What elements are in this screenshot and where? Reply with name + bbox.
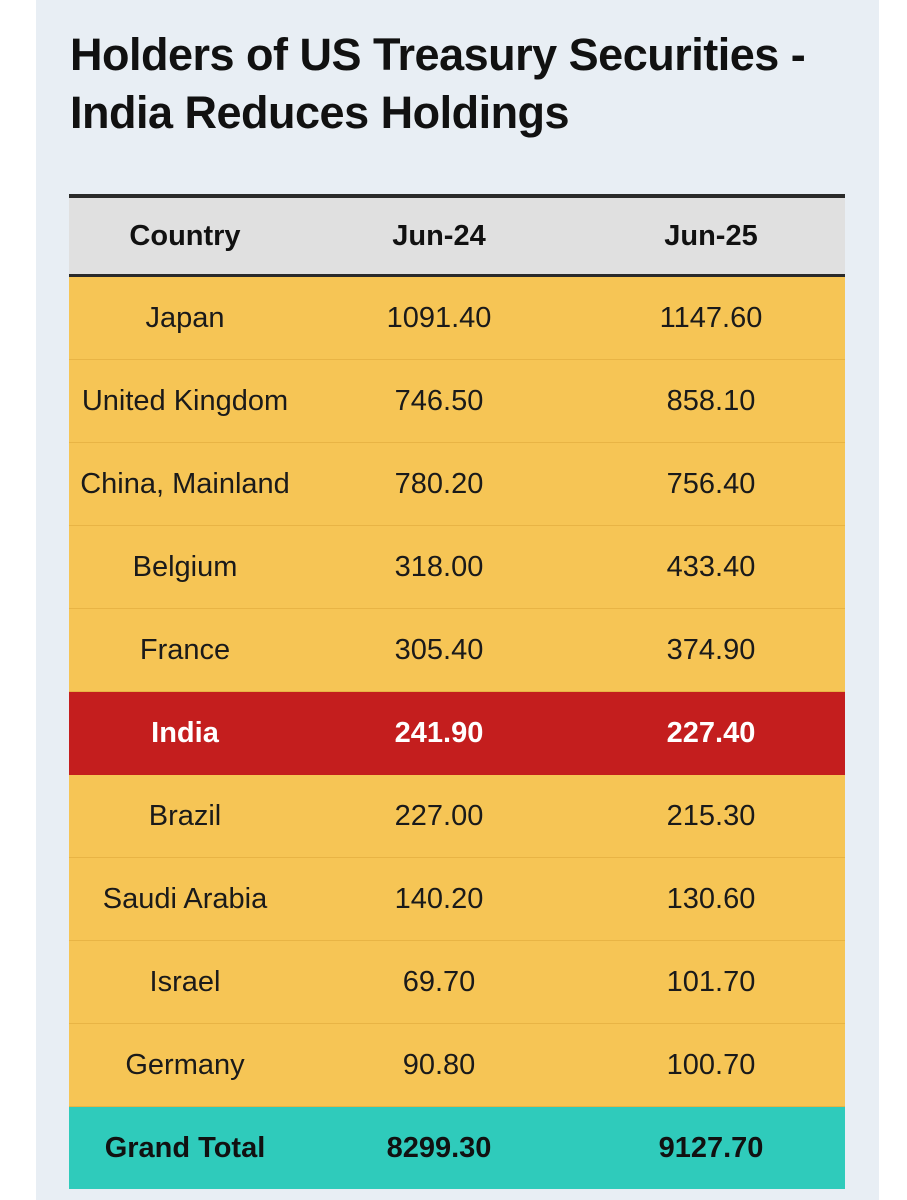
- table-header-row: Country Jun-24 Jun-25: [69, 194, 845, 277]
- grand-total-label: Grand Total: [104, 1131, 266, 1164]
- grand-total-jun-24: 8299.30: [386, 1131, 492, 1164]
- column-header-jun-25: Jun-25: [664, 219, 758, 252]
- table-row: Belgium 318.00 433.40: [69, 526, 845, 609]
- country-cell: India: [151, 717, 219, 749]
- jun-24-cell: 140.20: [394, 882, 484, 915]
- jun-24-cell: 241.90: [394, 717, 484, 749]
- chart-card: Holders of US Treasury Securities - Indi…: [36, 0, 879, 1200]
- grand-total-row: Grand Total 8299.30 9127.70: [69, 1107, 845, 1189]
- grand-total-jun-25: 9127.70: [658, 1131, 764, 1164]
- jun-24-cell: 227.00: [394, 799, 484, 832]
- holdings-table: Country Jun-24 Jun-25 Japan 1091.40 1147.6…: [69, 194, 845, 1189]
- jun-25-cell: 374.90: [666, 633, 756, 666]
- jun-25-cell: 756.40: [666, 467, 756, 500]
- jun-25-cell: 1147.60: [659, 301, 763, 334]
- jun-25-cell: 858.10: [666, 384, 756, 417]
- jun-24-cell: 318.00: [394, 550, 484, 583]
- jun-25-cell: 215.30: [666, 799, 756, 832]
- country-cell: United Kingdom: [81, 384, 289, 417]
- table-row: France 305.40 374.90: [69, 609, 845, 692]
- jun-24-cell: 90.80: [402, 1048, 476, 1081]
- table-row: United Kingdom 746.50 858.10: [69, 360, 845, 443]
- jun-24-cell: 746.50: [394, 384, 484, 417]
- table-row: Japan 1091.40 1147.60: [69, 277, 845, 360]
- jun-25-cell: 101.70: [666, 965, 756, 998]
- jun-24-cell: 305.40: [394, 633, 484, 666]
- jun-24-cell: 69.70: [402, 965, 476, 998]
- country-cell: Germany: [125, 1048, 245, 1081]
- country-cell: France: [139, 633, 231, 666]
- table-row: Brazil 227.00 215.30: [69, 775, 845, 858]
- jun-25-cell: 130.60: [666, 882, 756, 915]
- country-cell: Belgium: [132, 550, 238, 583]
- jun-24-cell: 1091.40: [386, 301, 492, 334]
- table-row: Germany 90.80 100.70: [69, 1024, 845, 1107]
- table-row: Israel 69.70 101.70: [69, 941, 845, 1024]
- jun-25-cell: 433.40: [666, 550, 756, 583]
- column-header-jun-24: Jun-24: [392, 219, 486, 252]
- jun-24-cell: 780.20: [394, 467, 484, 500]
- chart-title: Holders of US Treasury Securities - Indi…: [70, 29, 806, 138]
- country-cell: Saudi Arabia: [102, 882, 268, 915]
- table-body: Japan 1091.40 1147.60 United Kingdom 746.50 8…: [69, 277, 845, 1107]
- country-cell: Israel: [149, 965, 221, 998]
- jun-25-cell: 227.40: [666, 717, 756, 749]
- country-cell: Japan: [145, 301, 225, 334]
- table-row: China, Mainland 780.20 756.40: [69, 443, 845, 526]
- table-row: Saudi Arabia 140.20 130.60: [69, 858, 845, 941]
- jun-25-cell: 100.70: [666, 1048, 756, 1081]
- table-row-highlighted: India 241.90 227.40: [69, 692, 845, 775]
- country-cell: Brazil: [148, 799, 222, 832]
- column-header-country: Country: [129, 219, 241, 252]
- country-cell: China, Mainland: [80, 467, 290, 500]
